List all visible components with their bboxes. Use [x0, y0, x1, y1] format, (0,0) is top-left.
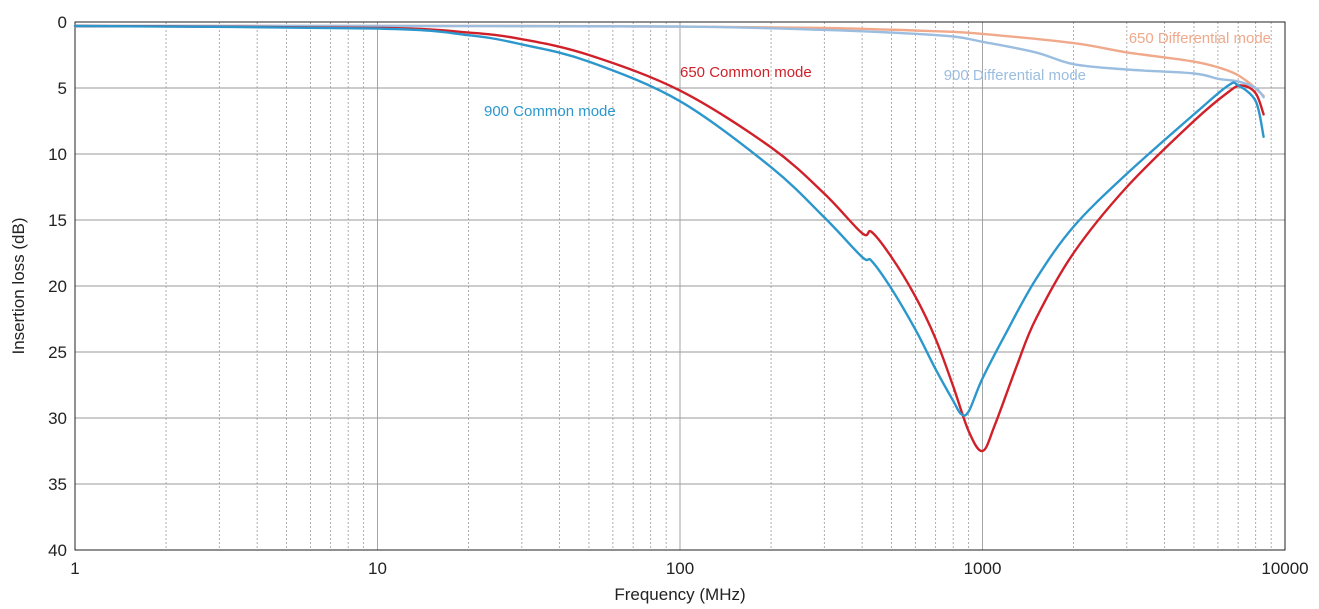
y-tick-label: 20 [48, 277, 67, 296]
y-tick-label: 0 [58, 13, 67, 32]
x-tick-labels: 1 10 100 1000 10000 [70, 559, 1308, 578]
series-label-650-differential-mode: 650 Differential mode [1129, 30, 1271, 47]
y-tick-label: 40 [48, 541, 67, 560]
y-tick-label: 30 [48, 409, 67, 428]
y-tick-label: 35 [48, 475, 67, 494]
y-tick-label: 10 [48, 145, 67, 164]
y-tick-label: 15 [48, 211, 67, 230]
series-label-650-common-mode: 650 Common mode [680, 64, 812, 81]
x-tick-label: 10000 [1261, 559, 1308, 578]
x-tick-label: 1000 [964, 559, 1002, 578]
y-tick-label: 25 [48, 343, 67, 362]
series-line-900-differential-mode [73, 24, 1265, 99]
x-tick-label: 100 [666, 559, 694, 578]
series-lines [73, 24, 1265, 453]
series-label-900-differential-mode: 900 Differential mode [944, 67, 1086, 84]
series-line-650-common-mode [73, 24, 1265, 453]
series-labels: 650 Differential mode 900 Differential mo… [484, 30, 1271, 120]
y-tick-labels: 0 5 10 15 20 25 30 35 40 [48, 13, 67, 560]
y-axis-label: Insertion loss (dB) [9, 218, 28, 355]
series-label-900-common-mode: 900 Common mode [484, 103, 616, 120]
x-tick-label: 10 [368, 559, 387, 578]
x-axis-label: Frequency (MHz) [614, 585, 745, 604]
series-line-900-common-mode [73, 24, 1265, 417]
x-tick-label: 1 [70, 559, 79, 578]
plot-frame [74, 21, 1286, 551]
y-tick-label: 5 [58, 79, 67, 98]
